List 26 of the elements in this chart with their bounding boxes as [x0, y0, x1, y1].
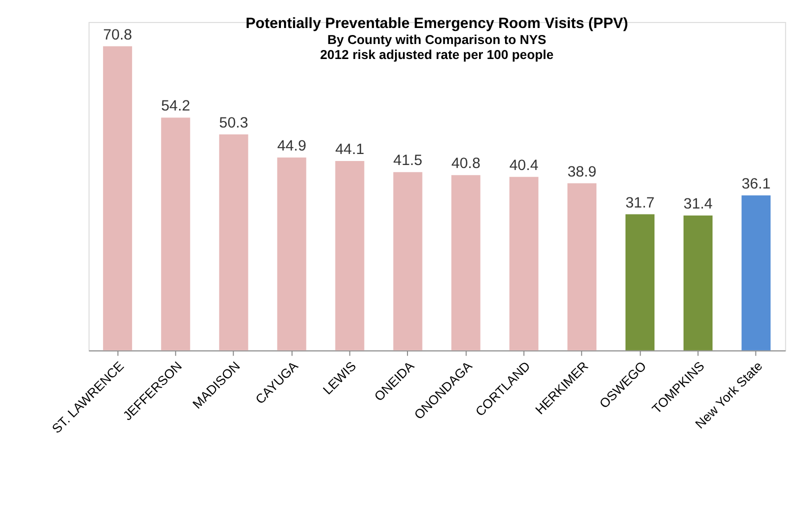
- bar: [509, 176, 538, 350]
- data-label: 50.3: [219, 114, 248, 132]
- bar: [277, 158, 306, 350]
- data-label: 38.9: [567, 163, 596, 180]
- bar: [625, 214, 654, 350]
- bar: [335, 160, 364, 350]
- data-label: 31.7: [625, 194, 654, 212]
- bar: [684, 216, 713, 350]
- data-label: 41.5: [393, 152, 422, 170]
- bar: [451, 175, 480, 350]
- data-label: 44.9: [277, 138, 306, 155]
- data-label: 54.2: [161, 98, 190, 115]
- bar: [161, 118, 190, 350]
- bar: [103, 46, 132, 350]
- chart-subtitle: By County with Comparison to NYS 2012 risk adjusted rate per 100 people: [320, 32, 554, 62]
- data-label: 40.8: [451, 155, 480, 172]
- bar: [742, 195, 771, 350]
- data-label: 40.4: [509, 156, 538, 174]
- chart-title: Potentially Preventable Emergency Room Visits (PPV): [246, 14, 628, 32]
- data-label: 31.4: [684, 196, 713, 213]
- data-label: 36.1: [742, 175, 771, 192]
- data-label: 44.1: [335, 141, 364, 158]
- data-label: 70.8: [103, 26, 132, 44]
- bar: [567, 183, 596, 350]
- bar: [219, 134, 248, 350]
- bar: [393, 172, 422, 350]
